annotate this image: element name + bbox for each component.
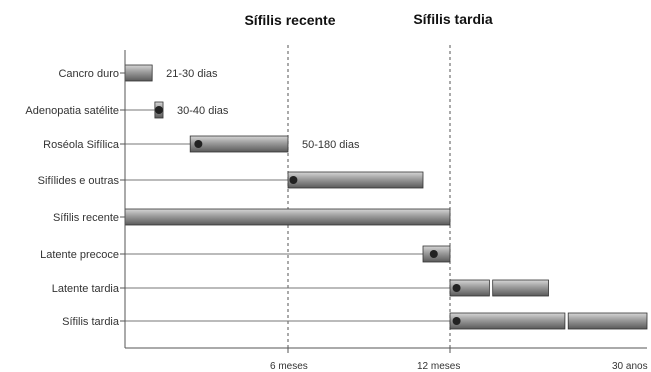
timeline-bar: [449, 312, 566, 330]
row-label: Latente precoce: [40, 249, 119, 261]
row-label: Adenopatia satélite: [25, 105, 119, 117]
onset-marker: [289, 176, 298, 184]
row-label: Roséola Sifílica: [43, 139, 120, 151]
onset-marker: [452, 317, 461, 325]
timeline-row: Sífilis recente: [53, 208, 451, 226]
guide-lines: [287, 45, 451, 348]
timeline-bar: [287, 171, 424, 189]
timeline-row: Latente precoce: [40, 245, 451, 263]
x-tick-30-anos: 30 anos: [612, 361, 648, 372]
timeline-bar: [567, 312, 648, 330]
timeline-bar: [189, 135, 289, 153]
timeline-row: Adenopatia satélite 30-40 dias: [25, 101, 229, 119]
duration-note: 21-30 dias: [166, 68, 218, 80]
row-label: Cancro duro: [58, 68, 119, 80]
duration-note: 30-40 dias: [177, 105, 229, 117]
onset-marker: [194, 140, 203, 148]
x-tick-12-meses: 12 meses: [417, 361, 460, 372]
phase-label-late: Sífilis tardia: [413, 11, 493, 27]
timeline-row: Sifílides e outras: [38, 171, 424, 189]
timeline-bar: [492, 279, 549, 297]
timeline-bar: [124, 208, 451, 226]
timeline-row: Sífilis tardia: [62, 312, 648, 330]
timeline-row: Cancro duro 21-30 dias: [58, 64, 218, 82]
onset-marker: [452, 284, 461, 292]
duration-note: 50-180 dias: [302, 139, 360, 151]
row-label: Sifílides e outras: [38, 175, 120, 187]
onset-marker: [154, 106, 163, 114]
timeline-row: Roséola Sifílica 50-180 dias: [43, 135, 360, 153]
timeline-bar: [449, 279, 490, 297]
phase-label-recent: Sífilis recente: [244, 12, 335, 28]
x-tick-6-meses: 6 meses: [270, 361, 308, 372]
row-label: Latente tardia: [52, 283, 120, 295]
onset-marker: [429, 250, 438, 258]
timeline-bar: [124, 64, 153, 82]
row-label: Sífilis recente: [53, 212, 119, 224]
x-axis: [124, 50, 647, 353]
rows-group: Cancro duro 21-30 dias Adenopatia satélite…: [25, 64, 648, 330]
timeline-row: Latente tardia: [52, 279, 549, 297]
row-label: Sífilis tardia: [62, 316, 120, 328]
